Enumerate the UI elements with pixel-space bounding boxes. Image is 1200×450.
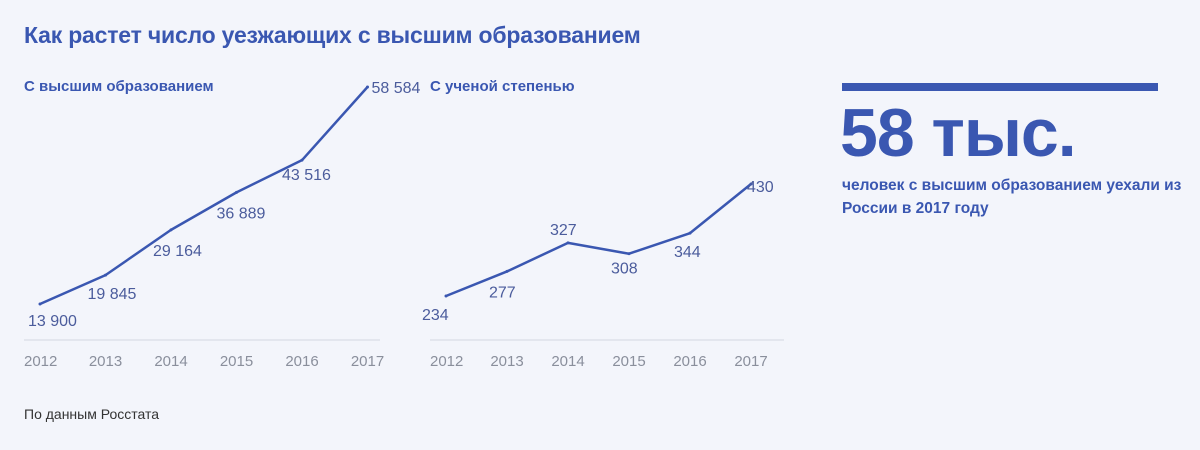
highlight-caption: человек с высшим образованием уехали из … — [842, 177, 1182, 218]
x-tick-label-0-3: 2015 — [220, 353, 253, 370]
x-tick-label-1-2: 2014 — [551, 353, 584, 370]
data-point-1-1 — [505, 269, 509, 273]
data-label-1-0: 234 — [422, 307, 449, 324]
data-label-0-0: 13 900 — [28, 313, 77, 330]
data-point-1-0 — [444, 294, 448, 298]
highlight-value: 58 тыс. — [840, 95, 1077, 171]
source-note: По данным Росстата — [24, 406, 160, 422]
x-tick-label-1-0: 2012 — [430, 353, 463, 370]
x-tick-label-0-5: 2017 — [351, 353, 384, 370]
data-label-1-1: 277 — [489, 284, 516, 301]
data-label-0-3: 36 889 — [217, 205, 266, 222]
data-label-1-3: 308 — [611, 261, 638, 278]
data-point-1-5 — [749, 182, 753, 186]
series-line-0 — [39, 86, 369, 306]
data-point-1-3 — [627, 252, 631, 256]
data-point-0-5 — [366, 85, 369, 89]
x-tick-label-0-0: 2012 — [24, 353, 57, 370]
data-point-0-2 — [169, 228, 173, 232]
x-tick-label-0-2: 2014 — [154, 353, 187, 370]
highlight-accent-bar — [842, 83, 1158, 91]
x-tick-label-1-5: 2017 — [734, 353, 767, 370]
x-tick-label-1-1: 2013 — [490, 353, 523, 370]
data-label-0-1: 19 845 — [88, 286, 137, 303]
data-label-1-4: 344 — [674, 244, 701, 261]
x-tick-label-0-1: 2013 — [89, 353, 122, 370]
data-point-1-2 — [566, 241, 570, 245]
data-point-0-4 — [300, 158, 304, 162]
page-title: Как растет число уезжающих с высшим обра… — [24, 22, 641, 48]
data-label-0-5: 58 584 — [372, 80, 421, 97]
data-point-0-1 — [104, 273, 107, 277]
data-label-0-2: 29 164 — [153, 243, 202, 260]
x-tick-label-0-4: 2016 — [285, 353, 318, 370]
data-label-1-5: 430 — [747, 179, 774, 196]
data-point-0-3 — [235, 190, 238, 194]
series-line-1 — [445, 183, 752, 298]
data-label-1-2: 327 — [550, 222, 577, 239]
x-tick-label-1-4: 2016 — [673, 353, 706, 370]
chart-title-higher-education: С высшим образованием — [24, 78, 214, 95]
chart-title-academic-degree: С ученой степенью — [430, 78, 575, 95]
data-point-0-0 — [38, 302, 42, 306]
x-tick-label-1-3: 2015 — [612, 353, 645, 370]
data-point-1-4 — [688, 231, 692, 235]
data-label-0-4: 43 516 — [282, 167, 331, 184]
